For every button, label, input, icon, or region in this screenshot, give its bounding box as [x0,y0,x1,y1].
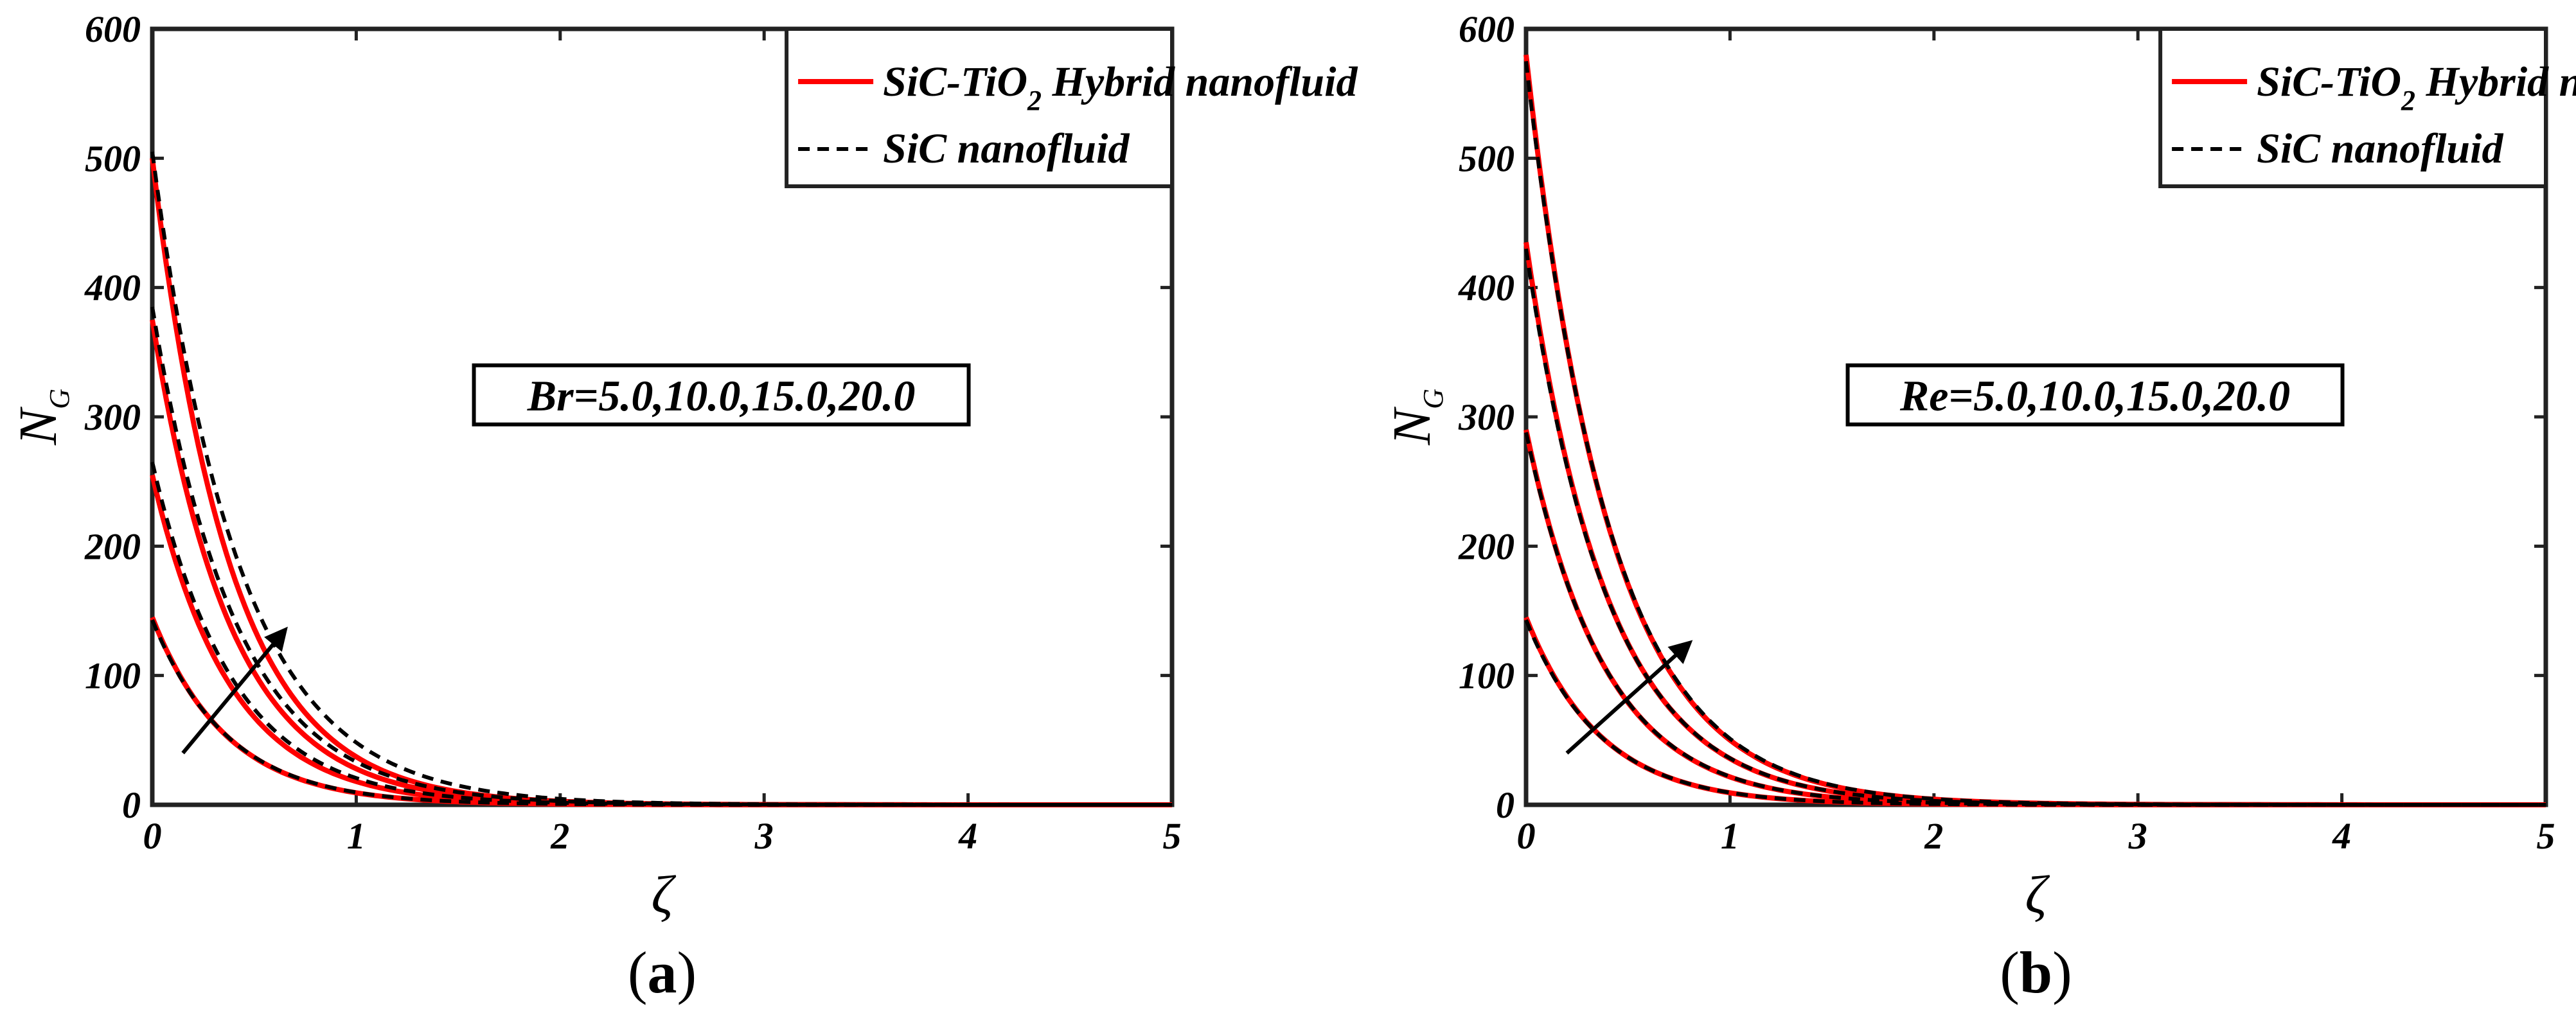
x-tick-label: 5 [2537,815,2555,857]
chart-panel-b: 0 1 2 3 4 5 0 100 200 300 400 500 600 SiC-TiO2 Hybri… [1382,8,2576,1005]
legend-box [785,27,1174,188]
annotation-text: Re=5.0,10.0,15.0,20.0 [1899,371,2290,420]
x-tick-label: 5 [1163,815,1182,857]
x-tick-label: 3 [2128,815,2147,857]
chart-panel-a: 0 1 2 3 4 5 0 100 200 300 400 500 600 SiC-TiO2 Hybri… [8,8,1358,1005]
y-axis-label: NG [8,389,75,446]
y-tick-label: 300 [1458,396,1515,438]
arrow-line [181,626,288,755]
y-tick-label: 600 [85,8,141,50]
annotation-text: Br=5.0,10.0,15.0,20.0 [527,371,916,420]
x-tick-label: 1 [347,815,366,857]
legend-label-sic: SiC nanofluid [883,125,1130,172]
y-tick-label: 500 [1459,137,1515,179]
series-sic-line [1524,60,2546,807]
legend-label-hybrid: SiC-TiO2 Hybrid nanofluid [883,58,1358,116]
y-tick-label: 500 [85,137,141,179]
y-tick-label: 0 [122,784,141,826]
y-tick-label: 200 [1458,525,1515,567]
x-axis-label: ζ [2025,865,2050,925]
curves-group [1523,54,2546,807]
parameter-arrow [1565,640,1693,755]
tick-group: 0 1 2 3 4 5 0 100 200 300 400 500 600 [84,8,1182,857]
x-tick-label: 0 [1517,815,1536,857]
y-tick-label: 100 [85,655,141,697]
curves-group [150,151,1172,807]
parameter-annotation: Br=5.0,10.0,15.0,20.0 [472,363,971,426]
x-tick-label: 2 [1924,815,1943,857]
annotation-box [1845,363,2345,426]
y-tick-label: 600 [1459,8,1515,50]
panel-label-b: (b) [2000,940,2072,1005]
x-tick-label: 4 [2332,815,2351,857]
legend-box [2158,27,2548,188]
y-tick-label: 0 [1496,784,1515,826]
x-axis-label: ζ [651,865,676,925]
legend: SiC-TiO2 Hybrid nanofluid SiC nanofluid [785,27,1358,188]
y-tick-label: 100 [1459,655,1515,697]
x-tick-label: 2 [550,815,569,857]
panel-label-a: (a) [628,940,697,1005]
y-tick-label: 400 [84,267,141,309]
x-tick-label: 1 [1721,815,1739,857]
x-tick-label: 4 [958,815,977,857]
tick-group: 0 1 2 3 4 5 0 100 200 300 400 500 600 [1458,8,2555,857]
y-axis-label: NG [1382,389,1449,446]
arrow-line [1565,640,1693,755]
parameter-arrow [181,626,288,755]
annotation-box [472,363,971,426]
legend: SiC-TiO2 Hybrid nanofluid SiC nanofluid [2158,27,2576,188]
y-tick-label: 300 [84,396,141,438]
legend-label-hybrid: SiC-TiO2 Hybrid nanofluid [2257,58,2576,116]
x-tick-label: 3 [754,815,774,857]
y-tick-label: 400 [1458,267,1515,309]
parameter-annotation: Re=5.0,10.0,15.0,20.0 [1845,363,2345,426]
y-tick-label: 200 [84,525,141,567]
x-tick-label: 0 [143,815,162,857]
series-sic-line [150,151,1172,807]
legend-label-sic: SiC nanofluid [2257,125,2503,172]
